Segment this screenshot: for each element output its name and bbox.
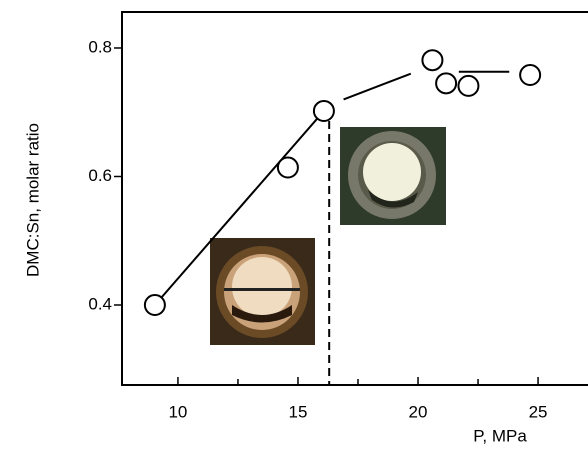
data-point [276, 156, 299, 179]
photo-2 [340, 127, 446, 225]
y-tick-label: 0.6 [88, 166, 112, 185]
data-point [312, 99, 335, 122]
axes-frame [121, 11, 588, 386]
trend-line [154, 70, 510, 306]
x-tick-label: 10 [168, 402, 187, 421]
photo-1 [210, 238, 315, 345]
data-point [143, 294, 166, 317]
x-tick-label: 25 [529, 402, 548, 421]
x-axis-label: P, MPa [473, 426, 527, 445]
y-tick-label: 0.4 [88, 294, 112, 313]
data-point [519, 63, 542, 86]
y-axis-label: DMC:Sn, molar ratio [23, 123, 42, 277]
y-tick-label: 0.8 [88, 37, 112, 56]
data-point [421, 49, 444, 72]
data-point [457, 74, 480, 97]
data-point [435, 72, 458, 95]
x-tick-label: 15 [289, 402, 308, 421]
x-tick-label: 20 [409, 402, 428, 421]
